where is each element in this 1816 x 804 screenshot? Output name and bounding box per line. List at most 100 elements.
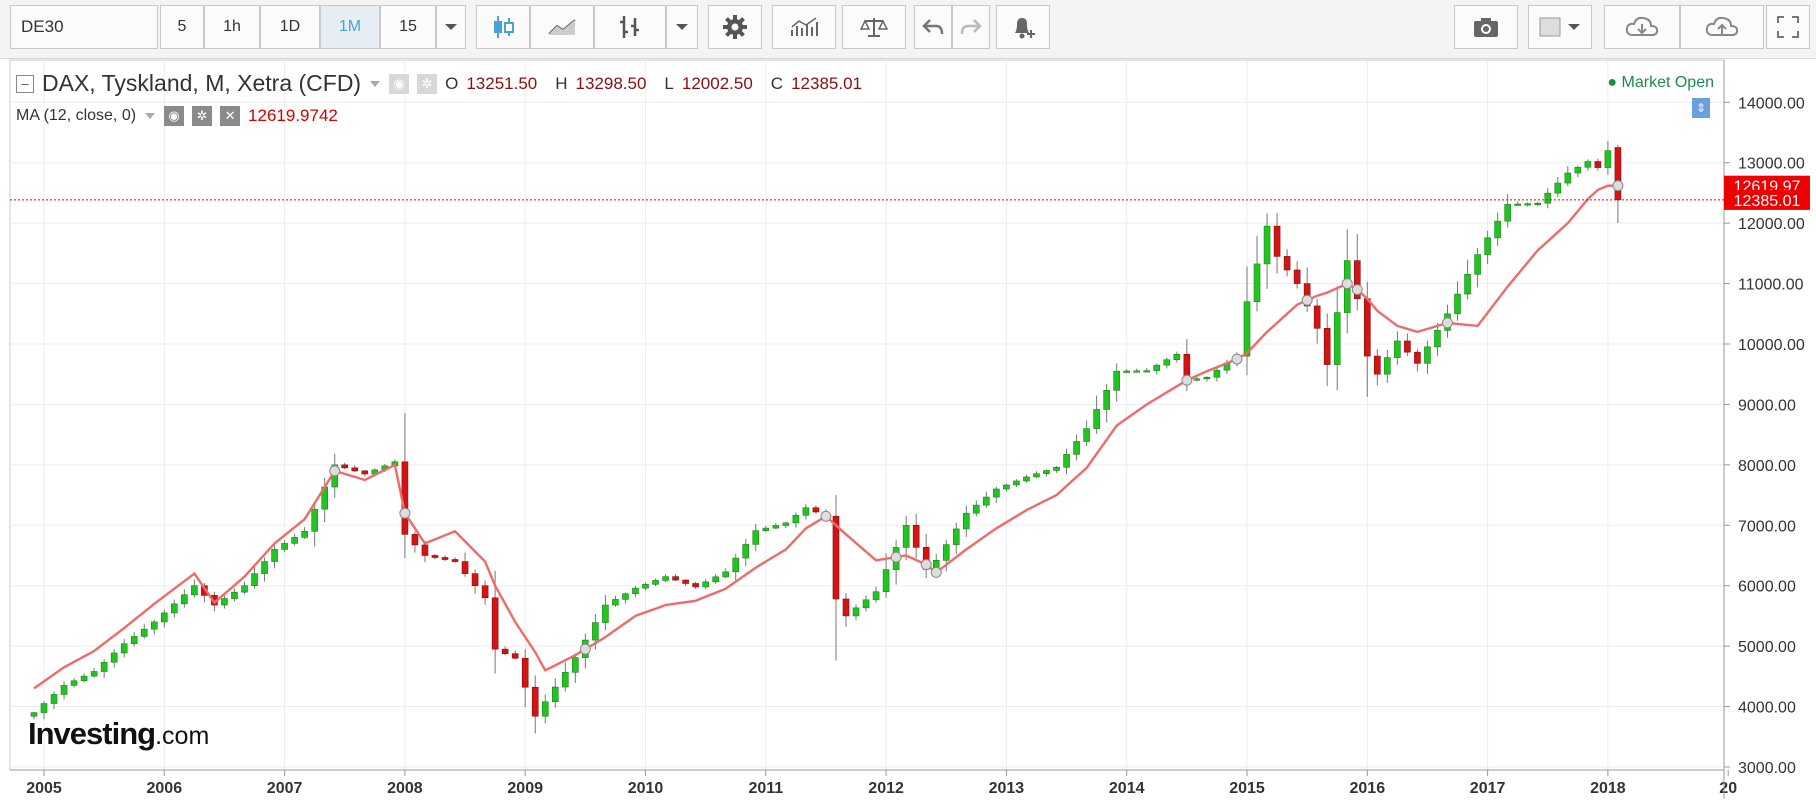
interval-1h-button[interactable]: 1h (204, 5, 260, 49)
indicators-button[interactable] (772, 5, 836, 49)
candle (301, 526, 308, 540)
candle-body (501, 648, 509, 654)
candle (652, 578, 659, 587)
compare-button[interactable] (842, 5, 906, 49)
scroll-to-latest-icon[interactable]: ⇕ (1692, 98, 1710, 118)
close-label: C (770, 73, 784, 93)
candle-body (692, 583, 699, 588)
candle-body (541, 701, 549, 717)
candle (1474, 247, 1481, 288)
candle-body (592, 622, 599, 641)
candle-body (311, 508, 318, 532)
chevron-down-icon[interactable] (369, 80, 381, 88)
candle-body (1504, 204, 1511, 222)
candle-body (1073, 441, 1080, 455)
candle-body (1193, 378, 1201, 381)
redo-button[interactable] (952, 5, 990, 49)
y-tick-label: 13000.00 (1738, 156, 1805, 173)
color-button[interactable] (1528, 5, 1592, 49)
candle-body (1564, 172, 1572, 184)
candle (1213, 367, 1221, 382)
candle (1554, 177, 1562, 198)
line-chart-button[interactable] (530, 5, 594, 49)
candle (962, 505, 970, 537)
y-tick-label: 14000.00 (1738, 95, 1805, 112)
eye-icon[interactable]: ◉ (164, 106, 185, 126)
candle-body (1384, 357, 1391, 375)
candle-body (1313, 305, 1321, 329)
symbol-input[interactable]: DE30 (10, 5, 158, 49)
compare-scale-icon (860, 18, 888, 37)
candle (130, 632, 138, 647)
candle (100, 659, 108, 678)
candle (722, 568, 730, 579)
candle (1514, 201, 1521, 206)
add-alert-button[interactable] (996, 5, 1050, 49)
candle-body (852, 607, 860, 617)
candle (1584, 159, 1592, 171)
candle-body (772, 525, 780, 529)
candle-body (70, 680, 78, 686)
candle-body (1263, 225, 1271, 265)
y-tick-label: 4000.00 (1738, 700, 1796, 717)
candle (161, 609, 168, 628)
chart-area[interactable]: 14000.00 13000.00 12000.00 11000.00 10000.00… (0, 58, 1816, 799)
y-tick-label: 8000.00 (1738, 458, 1796, 475)
candle-body (261, 561, 268, 574)
candle (311, 502, 318, 547)
chart-type-dropdown-button[interactable] (666, 5, 698, 49)
x-tick-label: 2017 (1470, 780, 1506, 797)
candle-body (481, 585, 489, 599)
candle-body (1013, 480, 1020, 486)
candle (171, 599, 178, 618)
candle-body (1143, 370, 1151, 373)
candle-body (1374, 355, 1381, 375)
settings-button[interactable] (708, 5, 762, 49)
eye-icon[interactable]: ◉ (389, 73, 410, 94)
candle (511, 650, 519, 660)
candle (1594, 158, 1602, 171)
save-layout-button[interactable] (1680, 5, 1764, 49)
candle-body (702, 581, 709, 588)
y-tick-label: 12000.00 (1738, 216, 1805, 233)
close-icon[interactable]: ✕ (220, 106, 241, 126)
candle (1003, 483, 1010, 492)
candle-body (1524, 203, 1531, 206)
interval-1m-button[interactable]: 1M (320, 5, 380, 49)
candle-body (231, 591, 238, 599)
candle (341, 462, 349, 470)
screenshot-button[interactable] (1454, 5, 1518, 49)
interval-1d-button[interactable]: 1D (260, 5, 320, 49)
interval-15-button[interactable]: 15 (380, 5, 436, 49)
undo-button[interactable] (914, 5, 952, 49)
candle-body (1083, 428, 1090, 442)
candle-body (1454, 293, 1461, 315)
interval-dropdown-button[interactable] (436, 5, 466, 49)
candle-body (60, 685, 68, 695)
candle (632, 586, 639, 598)
interval-5-button[interactable]: 5 (160, 5, 204, 49)
gear-icon[interactable]: ✲ (192, 106, 213, 126)
fullscreen-button[interactable] (1766, 5, 1810, 49)
gear-icon[interactable]: ✲ (417, 73, 438, 94)
collapse-legend-button[interactable]: – (16, 74, 34, 93)
candle (140, 624, 148, 639)
candle (361, 469, 369, 477)
candle (1263, 213, 1271, 289)
candle (812, 505, 820, 514)
candlestick-button[interactable] (476, 5, 530, 49)
candle (541, 694, 549, 724)
candle (842, 593, 850, 627)
bar-chart-button[interactable] (594, 5, 666, 49)
y-tick-label: 9000.00 (1738, 397, 1796, 414)
color-box-icon (1539, 17, 1580, 37)
market-status-text: Market Open (1621, 74, 1714, 91)
load-layout-button[interactable] (1604, 5, 1680, 49)
candle-body (301, 531, 308, 538)
fullscreen-icon (1777, 16, 1799, 38)
candle-body (682, 579, 689, 584)
candle (1113, 363, 1120, 402)
candle-body (1534, 202, 1542, 206)
chevron-down-icon[interactable] (144, 112, 156, 120)
price-chart[interactable]: 14000.00 13000.00 12000.00 11000.00 10000.00… (0, 58, 1816, 799)
